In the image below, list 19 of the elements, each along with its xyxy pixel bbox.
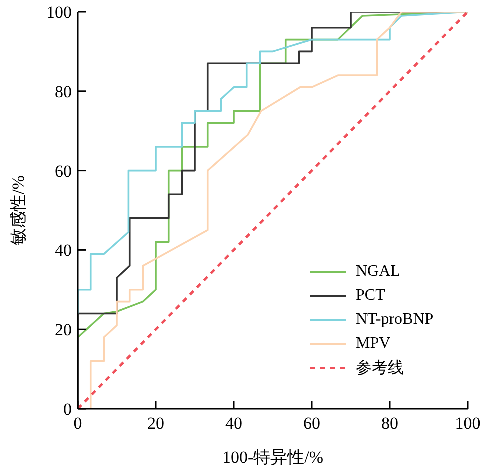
legend-label: MPV bbox=[356, 335, 391, 353]
legend-label: NGAL bbox=[356, 263, 400, 281]
x-tick-label: 60 bbox=[304, 414, 320, 433]
y-tick-label: 20 bbox=[55, 320, 72, 340]
x-tick-label: 100 bbox=[455, 414, 481, 433]
x-tick-label: 20 bbox=[148, 414, 164, 433]
legend-label: NT-proBNP bbox=[356, 311, 434, 329]
legend-label: 参考线 bbox=[356, 358, 404, 378]
y-tick-label: 80 bbox=[55, 82, 72, 102]
y-tick-label: 0 bbox=[64, 400, 72, 419]
y-tick-label: 60 bbox=[55, 162, 72, 181]
x-tick-label: 80 bbox=[382, 414, 398, 433]
y-tick-label: 100 bbox=[46, 3, 72, 22]
y-tick-label: 40 bbox=[55, 241, 72, 260]
legend-label: PCT bbox=[356, 287, 386, 305]
y-axis-title: 敏感性/% bbox=[9, 176, 28, 246]
x-tick-label: 40 bbox=[226, 414, 242, 433]
line-series bbox=[78, 12, 468, 409]
x-axis-title: 100-特异性/% bbox=[222, 448, 324, 467]
